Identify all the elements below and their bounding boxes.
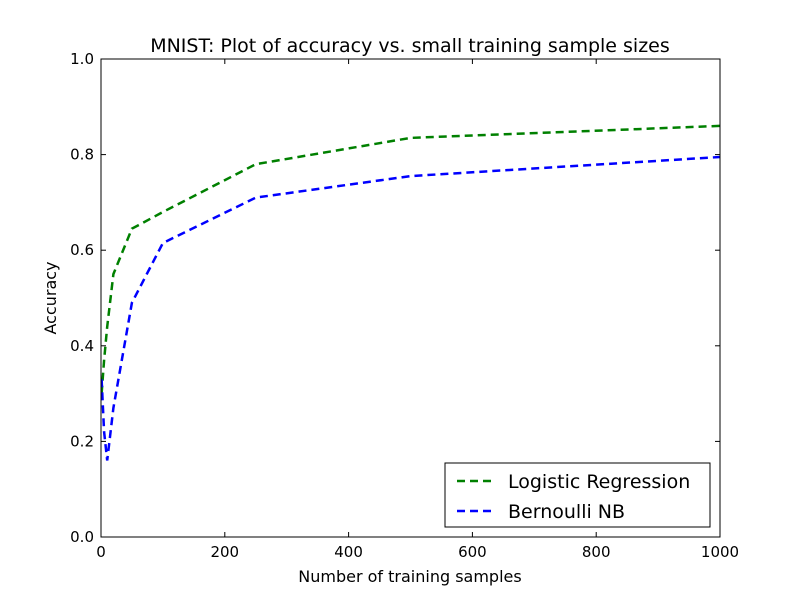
legend-label: Logistic Regression [508,471,690,493]
x-tick-label: 800 [582,543,611,561]
series-line-bernoulli-nb [101,155,720,461]
x-tick-label: 400 [334,543,363,561]
y-tick-label: 0.6 [70,241,94,259]
y-tick-label: 0.2 [70,432,94,450]
x-axis-title: Number of training samples [298,567,521,586]
series-line-logistic-regression [101,124,720,394]
x-tick-label: 1000 [701,543,739,561]
x-tick-label: 0 [96,543,106,561]
legend: Logistic Regression Bernoulli NB [444,462,711,528]
y-tick-label: 0.8 [70,146,94,164]
y-tick-label: 1.0 [70,50,94,68]
legend-label: Bernoulli NB [508,501,625,523]
chart-title: MNIST: Plot of accuracy vs. small traini… [150,35,670,57]
y-axis-title: Accuracy [41,261,60,334]
y-tick-label: 0.4 [70,337,94,355]
plot-area [101,59,720,537]
legend-box [444,462,711,528]
y-tick-label: 0.0 [70,528,94,546]
plot-frame [100,58,721,538]
plot-background [101,59,720,537]
x-tick-label: 600 [458,543,487,561]
x-tick-label: 200 [210,543,239,561]
series-layer [101,124,720,461]
